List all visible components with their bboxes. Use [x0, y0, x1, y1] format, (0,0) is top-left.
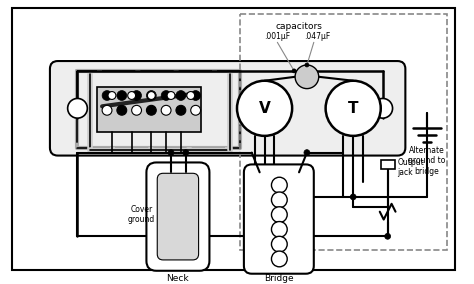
- Text: Neck: Neck: [167, 274, 189, 283]
- Circle shape: [117, 105, 127, 115]
- Bar: [381, 160, 394, 169]
- Circle shape: [305, 63, 309, 67]
- Text: .047μF: .047μF: [304, 32, 330, 41]
- Circle shape: [117, 91, 127, 101]
- Circle shape: [292, 69, 296, 73]
- Circle shape: [176, 91, 186, 101]
- FancyBboxPatch shape: [244, 164, 314, 274]
- Circle shape: [326, 81, 381, 136]
- FancyBboxPatch shape: [157, 173, 199, 260]
- Circle shape: [183, 150, 189, 156]
- Circle shape: [191, 105, 201, 115]
- Text: T: T: [348, 101, 358, 116]
- Bar: [240, 14, 447, 250]
- Circle shape: [68, 99, 87, 118]
- Text: V: V: [259, 101, 271, 116]
- Circle shape: [176, 105, 186, 115]
- Circle shape: [102, 105, 112, 115]
- Text: Alternate
ground to
bridge: Alternate ground to bridge: [408, 146, 446, 176]
- Circle shape: [304, 150, 310, 156]
- Circle shape: [272, 177, 287, 193]
- Text: capacitors: capacitors: [275, 22, 322, 31]
- Circle shape: [168, 150, 174, 156]
- Circle shape: [132, 91, 142, 101]
- Circle shape: [350, 194, 356, 200]
- Circle shape: [102, 91, 112, 101]
- Circle shape: [146, 91, 156, 101]
- Circle shape: [108, 91, 116, 99]
- Text: Output
jack: Output jack: [398, 158, 424, 177]
- Text: Cover
ground: Cover ground: [128, 205, 155, 224]
- Bar: [97, 87, 201, 132]
- FancyBboxPatch shape: [146, 162, 210, 271]
- FancyBboxPatch shape: [50, 61, 405, 156]
- Text: Bridge: Bridge: [264, 274, 294, 283]
- Circle shape: [161, 91, 171, 101]
- Circle shape: [147, 91, 155, 99]
- Circle shape: [272, 207, 287, 223]
- Circle shape: [272, 251, 287, 267]
- Circle shape: [385, 233, 391, 239]
- Circle shape: [161, 105, 171, 115]
- Circle shape: [146, 105, 156, 115]
- Circle shape: [128, 91, 136, 99]
- Circle shape: [187, 91, 195, 99]
- Circle shape: [237, 81, 292, 136]
- Circle shape: [373, 99, 392, 118]
- Circle shape: [272, 222, 287, 237]
- Circle shape: [191, 91, 201, 101]
- Circle shape: [272, 192, 287, 208]
- Circle shape: [167, 91, 175, 99]
- Circle shape: [132, 105, 142, 115]
- Circle shape: [272, 236, 287, 252]
- Circle shape: [295, 65, 319, 89]
- Text: .001μF: .001μF: [264, 32, 291, 41]
